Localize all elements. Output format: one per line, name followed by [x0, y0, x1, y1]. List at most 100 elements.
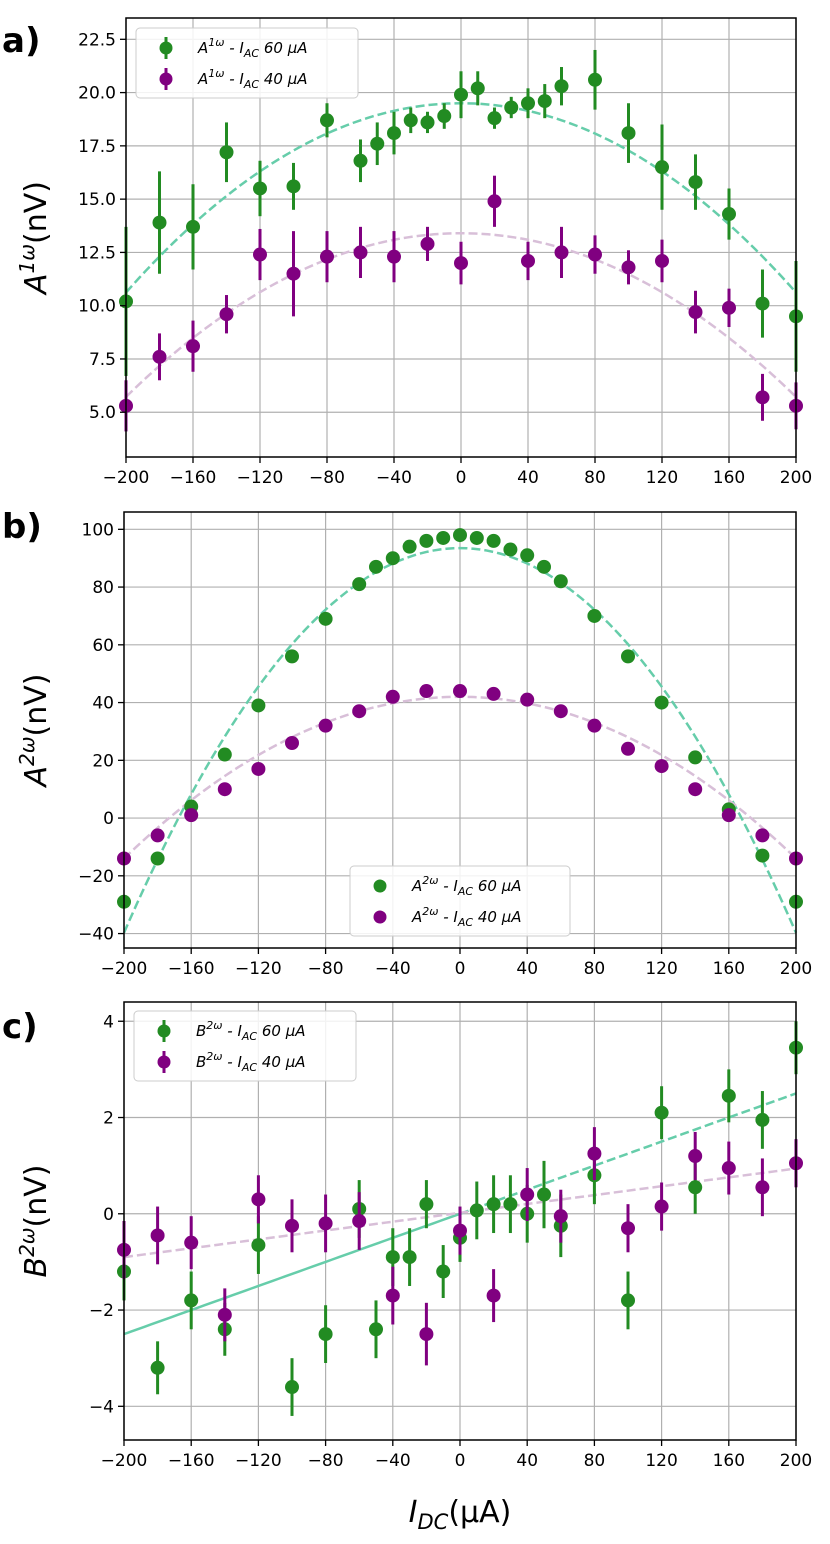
x-tick-label-b: 40: [516, 959, 538, 979]
data-point-b-0: [520, 548, 535, 563]
panel-label-a: a): [2, 21, 40, 61]
data-point-c-0: [150, 1360, 165, 1375]
data-point-b-1: [285, 735, 299, 750]
data-point-b-1: [352, 704, 367, 719]
data-point-c-1: [385, 1288, 400, 1303]
x-tick-label-a: 80: [584, 468, 606, 488]
x-tick-label-c: −40: [375, 1451, 411, 1471]
data-point-b-1: [251, 761, 266, 776]
data-point-c-0: [688, 1180, 703, 1195]
data-point-a-0: [722, 207, 736, 222]
data-point-a-1: [521, 253, 535, 268]
legend-marker-a-1: [159, 72, 173, 86]
data-point-c-1: [150, 1228, 165, 1243]
data-point-b-1: [486, 686, 501, 701]
data-point-a-1: [621, 260, 636, 275]
data-point-a-1: [253, 247, 267, 262]
legend-label-a-1: A1ω - IAC 40 μA: [197, 67, 308, 91]
data-point-c-1: [520, 1187, 535, 1202]
x-tick-label-a: −120: [237, 468, 284, 488]
x-tick-label-b: 200: [780, 959, 812, 979]
panel-label-b: b): [2, 507, 42, 547]
legend-sym: B: [196, 1022, 206, 1040]
legend-marker-b-1: [373, 910, 387, 924]
y-axis-label-c: B2ω(nV): [15, 1164, 54, 1277]
data-point-a-1: [320, 249, 334, 264]
data-point-c-1: [587, 1146, 602, 1161]
legend-mid: - I: [224, 70, 244, 88]
legend-box-a: [135, 27, 359, 99]
legend-sup: 1ω: [208, 67, 224, 80]
data-point-a-1: [688, 305, 703, 320]
y-tick-label-a: 12.5: [78, 243, 116, 263]
legend-sym: B: [196, 1053, 206, 1071]
x-tick-label-b: −120: [235, 959, 282, 979]
data-point-c-0: [436, 1264, 451, 1279]
legend-rest: 60 μA: [257, 1022, 305, 1040]
y-axis-label-sup-c: 2ω: [15, 1227, 39, 1256]
data-point-a-0: [504, 100, 519, 115]
x-tick-label-c: 160: [713, 1451, 745, 1471]
data-point-c-0: [385, 1250, 400, 1265]
data-point-b-1: [553, 704, 568, 719]
legend-label-b-0: A2ω - IAC 60 μA: [411, 874, 522, 898]
data-point-a-0: [353, 153, 368, 168]
data-point-a-0: [454, 87, 468, 102]
y-tick-label-a: 5.0: [89, 403, 116, 423]
legend-mid: - I: [224, 39, 244, 57]
x-tick-label-b: −40: [375, 959, 411, 979]
x-tick-label-c: −80: [308, 1451, 344, 1471]
y-tick-label-a: 15.0: [78, 190, 116, 210]
y-tick-label-b: 20: [92, 751, 114, 771]
y-tick-label-a: 22.5: [78, 30, 116, 50]
y-axis-label-sup-b: 2ω: [15, 736, 39, 765]
data-point-b-1: [755, 828, 770, 843]
data-point-c-1: [721, 1161, 736, 1176]
data-point-a-1: [286, 266, 301, 281]
x-tick-label-a: −160: [170, 468, 217, 488]
data-point-c-0: [419, 1197, 434, 1212]
data-point-c-1: [453, 1223, 467, 1238]
data-point-b-0: [553, 574, 568, 589]
data-point-a-0: [755, 296, 770, 311]
x-tick-label-b: 80: [584, 959, 606, 979]
data-point-b-1: [453, 684, 467, 699]
y-tick-label-a: 10.0: [78, 297, 116, 317]
fit-line-solid-c-0: [123, 1212, 461, 1336]
legend-mid: - I: [438, 908, 458, 926]
data-point-b-0: [503, 542, 518, 557]
data-point-a-0: [588, 72, 602, 87]
data-point-b-1: [184, 808, 199, 823]
data-point-b-1: [385, 689, 400, 704]
data-point-a-1: [722, 300, 736, 315]
data-point-b-0: [318, 611, 333, 626]
x-tick-label-b: −160: [168, 959, 215, 979]
x-tick-label-b: 0: [455, 959, 466, 979]
data-point-a-0: [253, 181, 267, 196]
data-point-c-0: [621, 1293, 635, 1308]
x-axis-label-rest: (μA): [448, 1495, 511, 1530]
y-tick-label-c: 4: [103, 1012, 114, 1032]
x-tick-label-a: 120: [646, 468, 678, 488]
panel-label-c: c): [2, 1007, 38, 1047]
data-point-a-0: [286, 179, 301, 194]
data-point-b-1: [587, 718, 602, 733]
chart-panel-c: −200 −160 −120 −80 −40 0 40 80 120 160 200 −4 −2 0 2 4 B…: [15, 1001, 812, 1471]
x-tick-label-b: −80: [308, 959, 344, 979]
data-point-b-0: [621, 649, 635, 664]
data-point-a-0: [320, 113, 334, 128]
data-point-b-0: [436, 530, 451, 545]
legend-marker-c-1: [157, 1055, 171, 1069]
data-point-a-0: [387, 126, 401, 141]
data-point-c-0: [486, 1197, 501, 1212]
data-point-b-0: [755, 848, 770, 863]
x-tick-label-b: 120: [645, 959, 677, 979]
data-point-a-0: [470, 81, 485, 96]
fit-line-dashed-c-0: [459, 1092, 797, 1215]
legend-sub: AC: [241, 1030, 258, 1043]
data-point-b-0: [688, 750, 703, 765]
x-tick-label-a: −40: [376, 468, 412, 488]
